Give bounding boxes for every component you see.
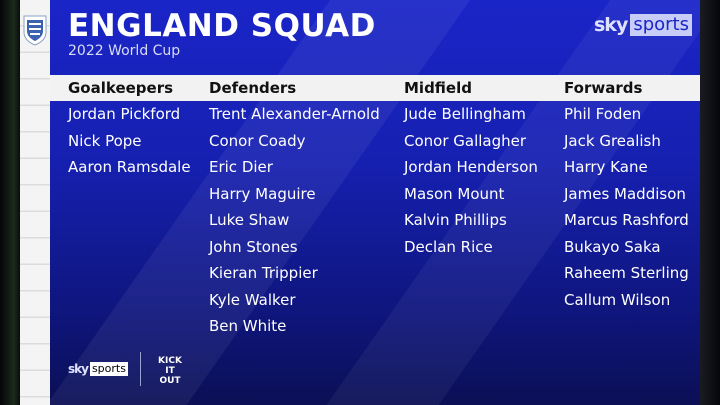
logo-divider xyxy=(139,352,141,386)
player-name: Jack Grealish xyxy=(564,131,661,150)
player-name: Harry Kane xyxy=(564,158,648,176)
page-title: ENGLAND SQUAD xyxy=(68,8,376,44)
england-crest-icon xyxy=(23,15,47,46)
player-name: Conor Coady xyxy=(209,131,306,150)
player-name: Kyle Walker xyxy=(209,290,296,309)
player-name: Luke Shaw xyxy=(209,211,290,229)
player-name: Phil Foden xyxy=(564,105,642,123)
footer-sports-logo: sports xyxy=(89,362,128,376)
kick-it-out-logo: KICK IT OUT xyxy=(158,356,183,386)
player-name: Marcus Rashford xyxy=(564,211,689,229)
column-heading-defenders: Defenders xyxy=(209,79,297,97)
svg-text:KICK: KICK xyxy=(158,356,183,366)
player-name: Aaron Ramsdale xyxy=(68,158,191,176)
footer-logos: sky sports KICK IT OUT xyxy=(68,352,187,386)
player-name: Mason Mount xyxy=(404,184,505,203)
footer-sky-logo: sky xyxy=(68,362,89,376)
page-subtitle: 2022 World Cup xyxy=(68,43,181,59)
player-name: Declan Rice xyxy=(404,237,493,256)
player-name: Harry Maguire xyxy=(209,184,316,203)
right-edge xyxy=(700,0,720,405)
sky-sports-logo: sky sports xyxy=(594,14,692,36)
player-name: Jordan Pickford xyxy=(68,105,181,123)
player-name: Nick Pope xyxy=(68,131,142,150)
svg-text:IT: IT xyxy=(165,366,175,376)
column-heading-goalkeepers: Goalkeepers xyxy=(68,79,174,97)
player-name: Jude Bellingham xyxy=(404,105,526,123)
player-name: Trent Alexander-Arnold xyxy=(209,105,380,123)
left-strip xyxy=(20,0,50,405)
player-name: Kalvin Phillips xyxy=(404,211,507,229)
player-name: John Stones xyxy=(209,237,298,256)
squad-panel xyxy=(50,0,700,405)
player-name: James Maddison xyxy=(564,184,686,203)
player-name: Eric Dier xyxy=(209,158,273,176)
column-header-bar xyxy=(50,75,700,101)
player-name: Ben White xyxy=(209,317,287,335)
left-edge xyxy=(0,0,20,405)
player-name: Conor Gallagher xyxy=(404,131,527,150)
player-name: Jordan Henderson xyxy=(404,158,538,176)
player-name: Kieran Trippier xyxy=(209,264,318,282)
player-name: Bukayo Saka xyxy=(564,237,661,256)
column-heading-forwards: Forwards xyxy=(564,79,643,97)
svg-text:OUT: OUT xyxy=(159,376,181,386)
player-name: Callum Wilson xyxy=(564,290,671,309)
player-name: Raheem Sterling xyxy=(564,264,689,282)
column-heading-midfield: Midfield xyxy=(404,79,472,97)
